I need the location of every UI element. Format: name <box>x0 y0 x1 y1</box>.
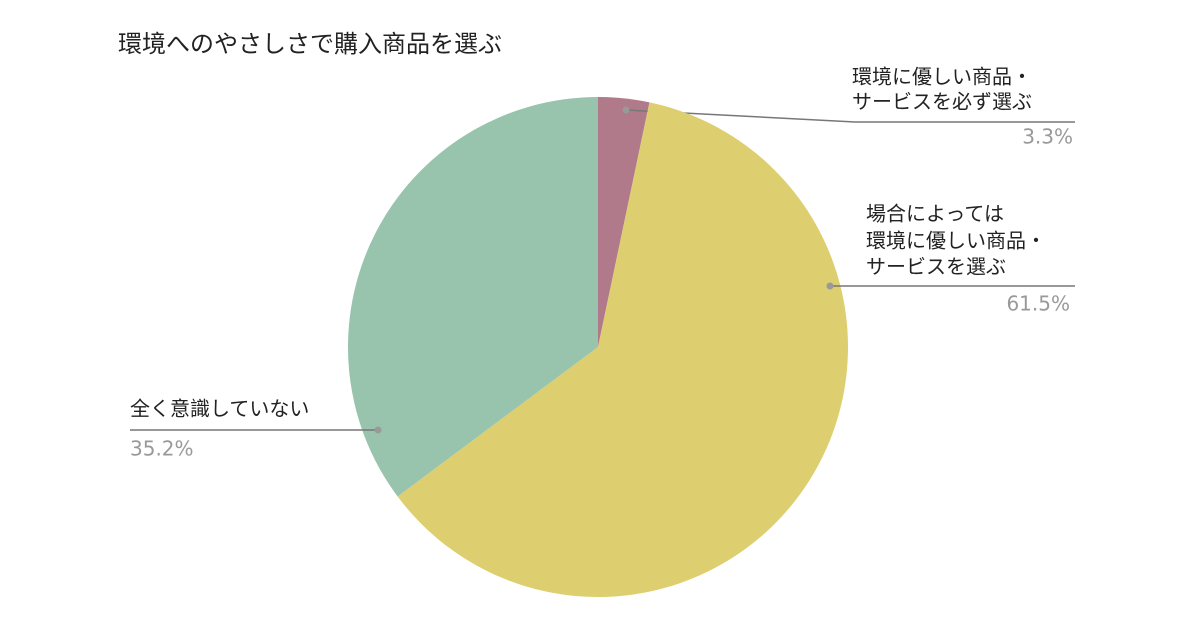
leader-dot <box>374 426 382 434</box>
value-label: 61.5% <box>1006 292 1070 316</box>
value-label: 3.3% <box>1022 125 1073 149</box>
pie-slice <box>347 97 598 497</box>
leader-dot <box>826 282 834 290</box>
pie-slice <box>397 102 848 598</box>
slice-label: 場合によっては <box>866 202 1004 226</box>
slice-label: 環境に優しい商品・ <box>866 229 1046 253</box>
leader-dot <box>622 106 630 114</box>
slice-label: サービスを選ぶ <box>866 255 1006 279</box>
slice-label: サービスを必ず選ぶ <box>852 90 1032 114</box>
slice-label: 全く意識していない <box>130 397 309 421</box>
pie-slice <box>598 97 650 347</box>
slice-label: 環境に優しい商品・ <box>852 65 1032 89</box>
leader-line <box>625 109 1075 123</box>
chart-title: 環境へのやさしさで購入商品を選ぶ <box>118 30 502 58</box>
value-label: 35.2% <box>130 437 194 461</box>
